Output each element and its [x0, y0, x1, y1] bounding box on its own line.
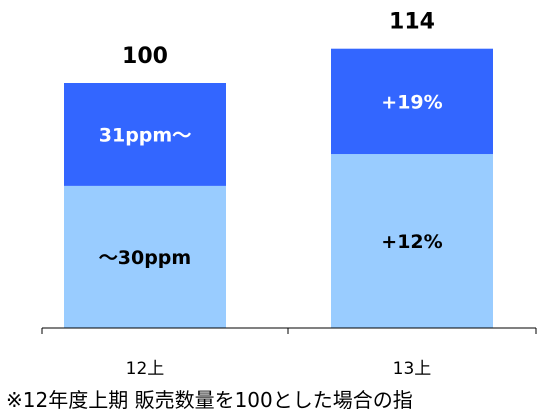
stacked-bar-chart: ～30ppm 31ppm～ 100 12上 +12% +19% 114 13上 [41, 10, 537, 379]
footnote: ※12年度上期 販売数量を100とした場合の指 [6, 388, 413, 412]
bar-segment-1-2 [331, 154, 493, 328]
segment-label-2-2: +19% [381, 91, 442, 113]
bar-segment-2-2 [331, 48, 493, 155]
x-tick-label-1: 12上 [126, 359, 165, 379]
segment-label-2-1: 31ppm～ [99, 124, 191, 146]
segment-label-1-2: +12% [381, 231, 442, 253]
total-label-2: 114 [389, 10, 435, 35]
segment-label-1-1: ～30ppm [99, 247, 191, 269]
total-label-1: 100 [122, 44, 168, 69]
x-tick-label-2: 13上 [393, 359, 432, 379]
bar-segment-2-1 [64, 83, 226, 186]
bar-segment-1-1 [64, 185, 226, 328]
